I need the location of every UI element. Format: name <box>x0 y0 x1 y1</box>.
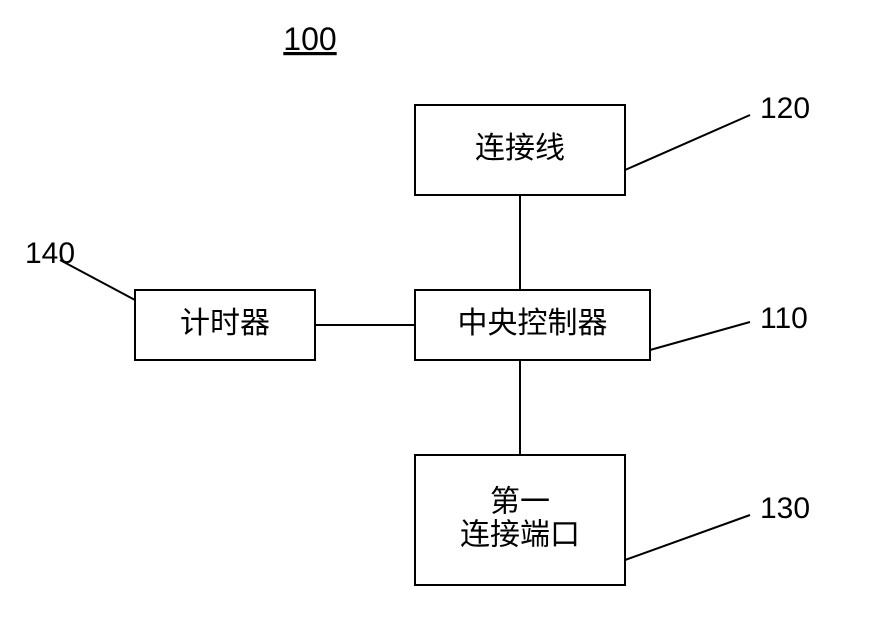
ref-label: 120 <box>760 92 810 125</box>
node-central-controller: 中央控制器 110 <box>415 290 808 360</box>
node-label: 连接线 <box>475 132 565 165</box>
ref-label: 110 <box>760 302 808 335</box>
ref-label: 140 <box>25 237 75 270</box>
ref-label: 130 <box>760 492 810 525</box>
node-first-connection-port: 第一 连接端口 130 <box>415 455 810 585</box>
leader-line <box>650 322 750 350</box>
leader-line <box>625 515 750 560</box>
node-label-line1: 第一 <box>490 485 550 518</box>
leader-line <box>625 115 750 170</box>
node-timer: 计时器 140 <box>25 237 315 360</box>
node-label: 计时器 <box>180 307 270 340</box>
node-label: 中央控制器 <box>458 307 608 340</box>
node-connection-line: 连接线 120 <box>415 92 810 195</box>
figure-title: 100 <box>283 21 336 57</box>
node-label-line2: 连接端口 <box>460 518 580 551</box>
